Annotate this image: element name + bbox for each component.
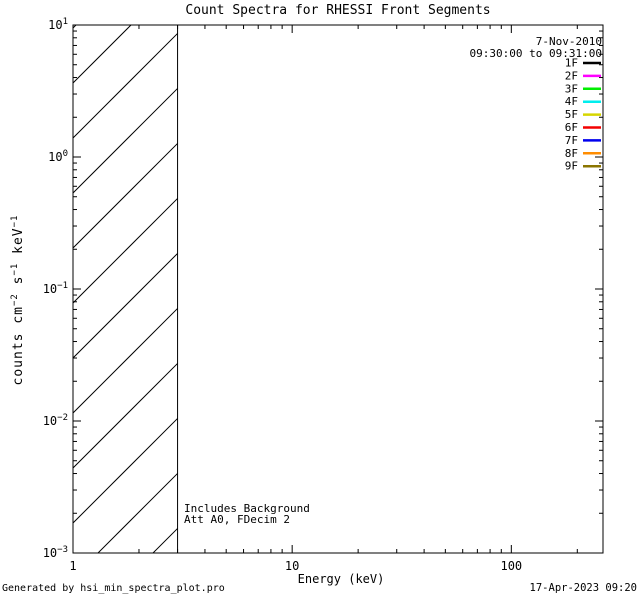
legend-label: 6F	[565, 121, 578, 134]
legend-label: 4F	[565, 95, 578, 108]
hatch-line	[73, 25, 132, 84]
hatch-lines	[73, 25, 178, 553]
plot-title: Count Spectra for RHESSI Front Segments	[185, 3, 490, 18]
legend-entry-7F: 7F	[565, 134, 601, 147]
legend-entry-5F: 5F	[565, 108, 601, 121]
footer-timestamp: 17-Apr-2023 09:20	[530, 582, 637, 594]
legend-label: 8F	[565, 147, 578, 160]
legend-entry-4F: 4F	[565, 95, 601, 108]
y-tick-label: 101	[48, 17, 68, 32]
legend-label: 1F	[565, 57, 578, 70]
footer-generated-by: Generated by hsi_min_spectra_plot.pro	[2, 583, 225, 594]
y-tick-label: 10−2	[43, 413, 68, 428]
annotation-attenuator: Att A0, FDecim 2	[184, 513, 290, 526]
axes: 1 10 100 101 100 10−1 10−2 10−3	[43, 17, 604, 573]
obs-time-range: 09:30:00 to 09:31:00	[470, 47, 602, 60]
legend-label: 5F	[565, 108, 578, 121]
legend-label: 9F	[565, 160, 578, 173]
hatch-line	[73, 198, 178, 304]
y-tick-label: 10−1	[43, 281, 68, 296]
legend-entry-1F: 1F	[565, 57, 601, 70]
obs-date: 7-Nov-2010	[536, 35, 602, 48]
legend-label: 3F	[565, 82, 578, 95]
hatch-line	[97, 473, 178, 553]
hatch-line	[73, 33, 178, 139]
hatch-line	[152, 528, 178, 553]
legend-entry-8F: 8F	[565, 147, 601, 160]
legend-label: 7F	[565, 134, 578, 147]
x-tick-label: 1	[69, 559, 76, 573]
legend-entry-6F: 6F	[565, 121, 601, 134]
x-axis-label: Energy (keV)	[298, 572, 385, 586]
legend-label: 2F	[565, 69, 578, 82]
x-tick-label: 100	[500, 559, 522, 573]
x-tick-label: 10	[285, 559, 299, 573]
legend-entry-9F: 9F	[565, 160, 601, 173]
y-axis-label: counts cm−2 s−1 keV−1	[10, 215, 26, 386]
legend-entry-3F: 3F	[565, 82, 601, 95]
y-tick-label: 10−3	[43, 545, 68, 560]
hatch-line	[73, 25, 77, 29]
hatch-line	[73, 363, 178, 469]
hatch-line	[73, 253, 178, 359]
hatch-line	[73, 308, 178, 414]
legend-entry-2F: 2F	[565, 69, 601, 82]
y-tick-label: 100	[48, 149, 68, 164]
hatch-line	[73, 88, 178, 194]
annotation-background: Includes Background	[184, 502, 310, 515]
hatch-region	[73, 25, 179, 553]
plot-box	[72, 24, 604, 554]
hatch-line	[73, 418, 178, 524]
hatch-line	[73, 143, 178, 249]
